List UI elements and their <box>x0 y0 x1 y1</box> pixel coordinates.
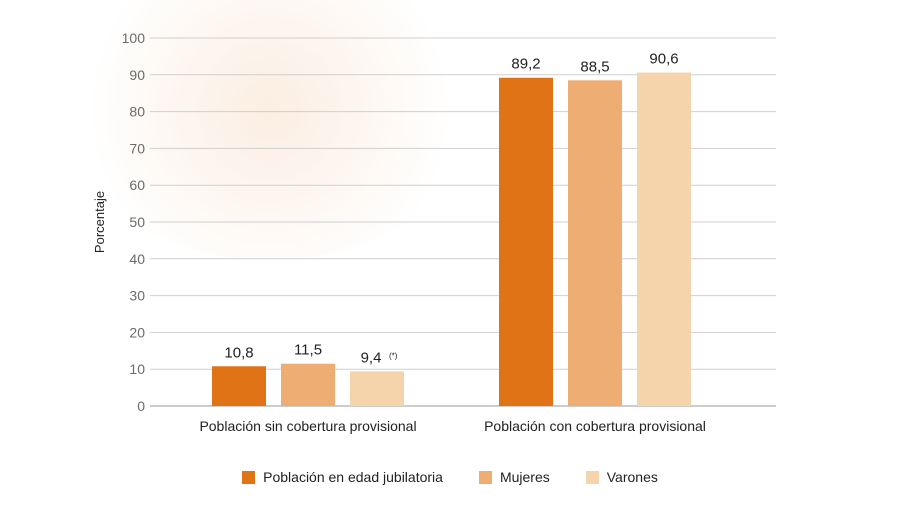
bar <box>281 363 335 406</box>
bar <box>637 72 691 406</box>
legend-label: Varones <box>606 469 658 485</box>
y-axis-label: Porcentaje <box>92 191 107 253</box>
category-label: Población sin cobertura provisional <box>199 418 416 434</box>
category-labels: Población sin cobertura provisional Pobla… <box>199 418 705 434</box>
y-tick-label: 40 <box>129 251 145 267</box>
legend-item: Varones <box>585 469 658 485</box>
data-label: 9,4 <box>361 349 382 366</box>
data-label: 11,5 <box>294 342 322 359</box>
bar <box>350 371 404 406</box>
y-tick-label: 60 <box>129 177 145 193</box>
legend-swatch <box>585 470 599 484</box>
legend-swatch <box>242 470 256 484</box>
data-label: 10,8 <box>224 344 253 361</box>
y-tick-label: 80 <box>129 104 145 120</box>
legend-item: Mujeres <box>478 469 550 485</box>
data-label: 90,6 <box>649 51 678 68</box>
annotation-note: (*) <box>389 351 398 360</box>
y-axis-ticks: 0 10 20 30 40 50 60 70 80 90 100 <box>122 30 146 414</box>
y-tick-label: 90 <box>129 67 145 83</box>
legend-item: Población en edad jubilatoria <box>242 469 443 485</box>
background-decoration <box>60 0 480 260</box>
legend-label: Mujeres <box>499 469 550 485</box>
bar <box>499 77 553 406</box>
data-label: 89,2 <box>511 56 540 73</box>
bar <box>568 80 622 406</box>
y-tick-label: 100 <box>122 30 146 46</box>
y-tick-label: 10 <box>129 361 145 377</box>
y-tick-label: 0 <box>137 398 145 414</box>
bars: 10,8 11,5 9,4 (*) 89,2 88,5 90,6 <box>212 51 691 406</box>
bar-chart: 0 10 20 30 40 50 60 70 80 90 100 Porcentaje 10,8 11… <box>92 30 776 434</box>
y-tick-label: 50 <box>129 214 145 230</box>
bar <box>212 366 266 406</box>
category-label: Población con cobertura provisional <box>484 418 706 434</box>
legend-swatch <box>478 470 492 484</box>
y-tick-label: 20 <box>129 324 145 340</box>
legend-label: Población en edad jubilatoria <box>263 469 443 485</box>
y-tick-label: 30 <box>129 288 145 304</box>
y-tick-label: 70 <box>129 140 145 156</box>
data-label: 88,5 <box>580 58 609 75</box>
legend: Población en edad jubilatoria Mujeres Varo… <box>0 469 900 485</box>
